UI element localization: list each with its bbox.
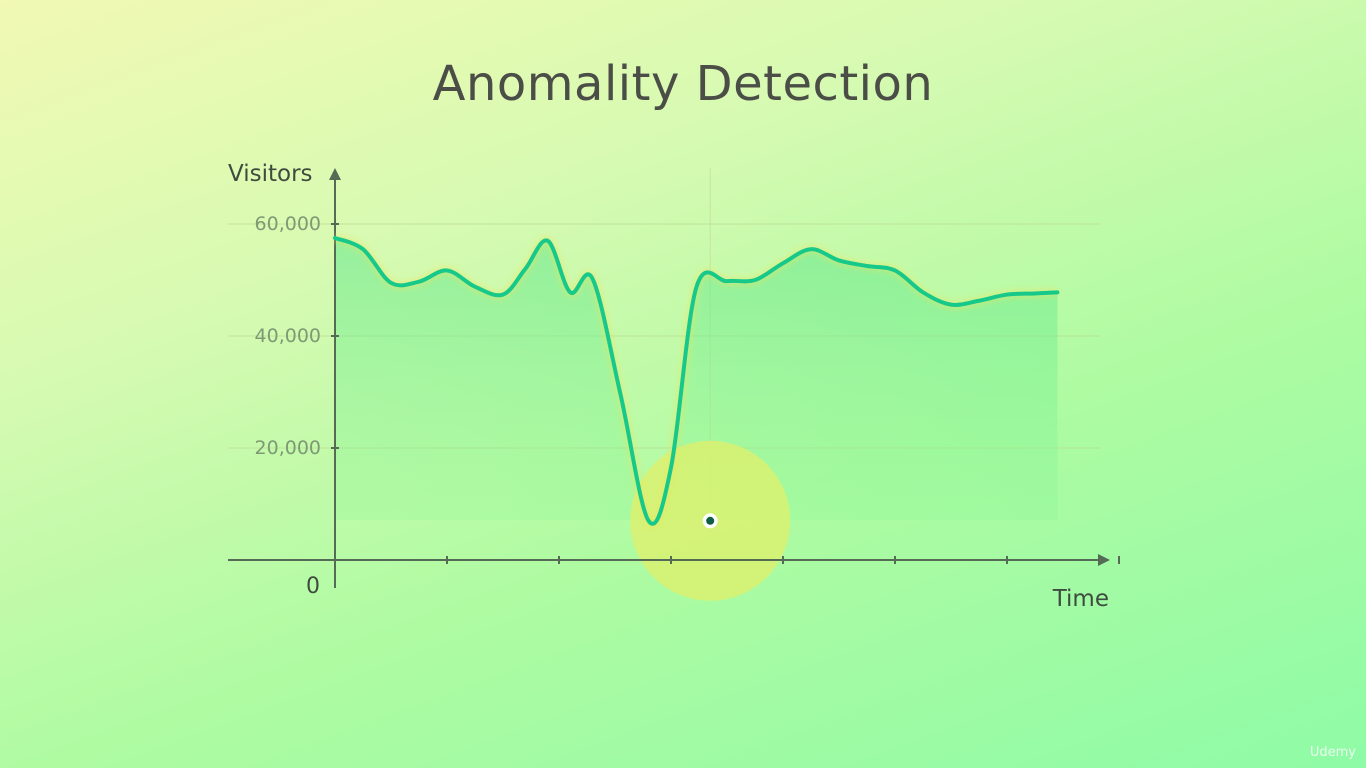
x-axis-arrow — [1098, 554, 1110, 566]
x-axis-label: Time — [1052, 586, 1109, 612]
area-fill — [335, 238, 1058, 524]
y-axis-arrow — [329, 168, 341, 180]
origin-label: 0 — [306, 574, 320, 599]
anomaly-point — [706, 516, 715, 525]
chart-title: Anomality Detection — [432, 56, 934, 112]
watermark: Udemy — [1309, 745, 1356, 760]
y-tick-label: 40,000 — [255, 325, 321, 347]
y-tick-label: 20,000 — [255, 437, 321, 459]
y-tick-label: 60,000 — [255, 213, 321, 235]
series-line — [333, 236, 1060, 526]
y-axis-label: Visitors — [228, 161, 313, 187]
